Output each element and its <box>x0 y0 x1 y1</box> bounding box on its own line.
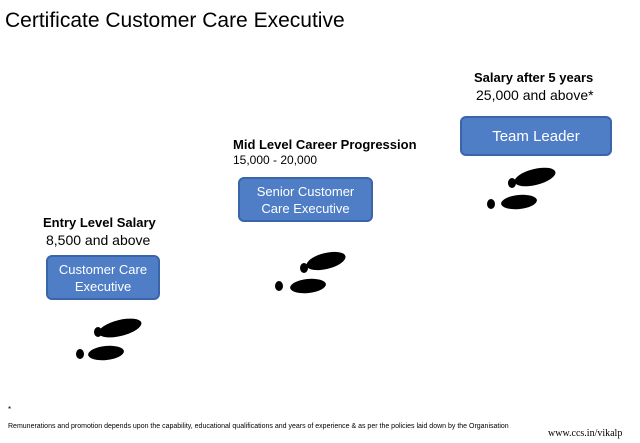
entry-level-salary: 8,500 and above <box>46 232 151 248</box>
after-5-years-salary: 25,000 and above* <box>476 87 594 103</box>
footnote-mark: * <box>8 405 12 414</box>
footprints-icon <box>275 251 346 294</box>
footprints-icon <box>76 318 142 361</box>
after-5-years-heading: Salary after 5 years <box>474 70 594 85</box>
footer-url[interactable]: www.ccs.in/vikalp <box>548 428 623 439</box>
role-box-customer-care-executive: Customer Care Executive <box>46 255 160 300</box>
footprints-icon <box>487 167 556 210</box>
page-title: Certificate Customer Care Executive <box>5 9 345 32</box>
role-box-team-leader: Team Leader <box>460 116 612 156</box>
role-box-senior-customer-care-executive: Senior Customer Care Executive <box>238 177 373 222</box>
entry-level-heading: Entry Level Salary <box>43 215 156 230</box>
mid-level-heading: Mid Level Career Progression <box>233 137 417 152</box>
footnote-text: Remunerations and promotion depends upon… <box>8 423 509 430</box>
mid-level-salary: 15,000 - 20,000 <box>233 153 318 167</box>
